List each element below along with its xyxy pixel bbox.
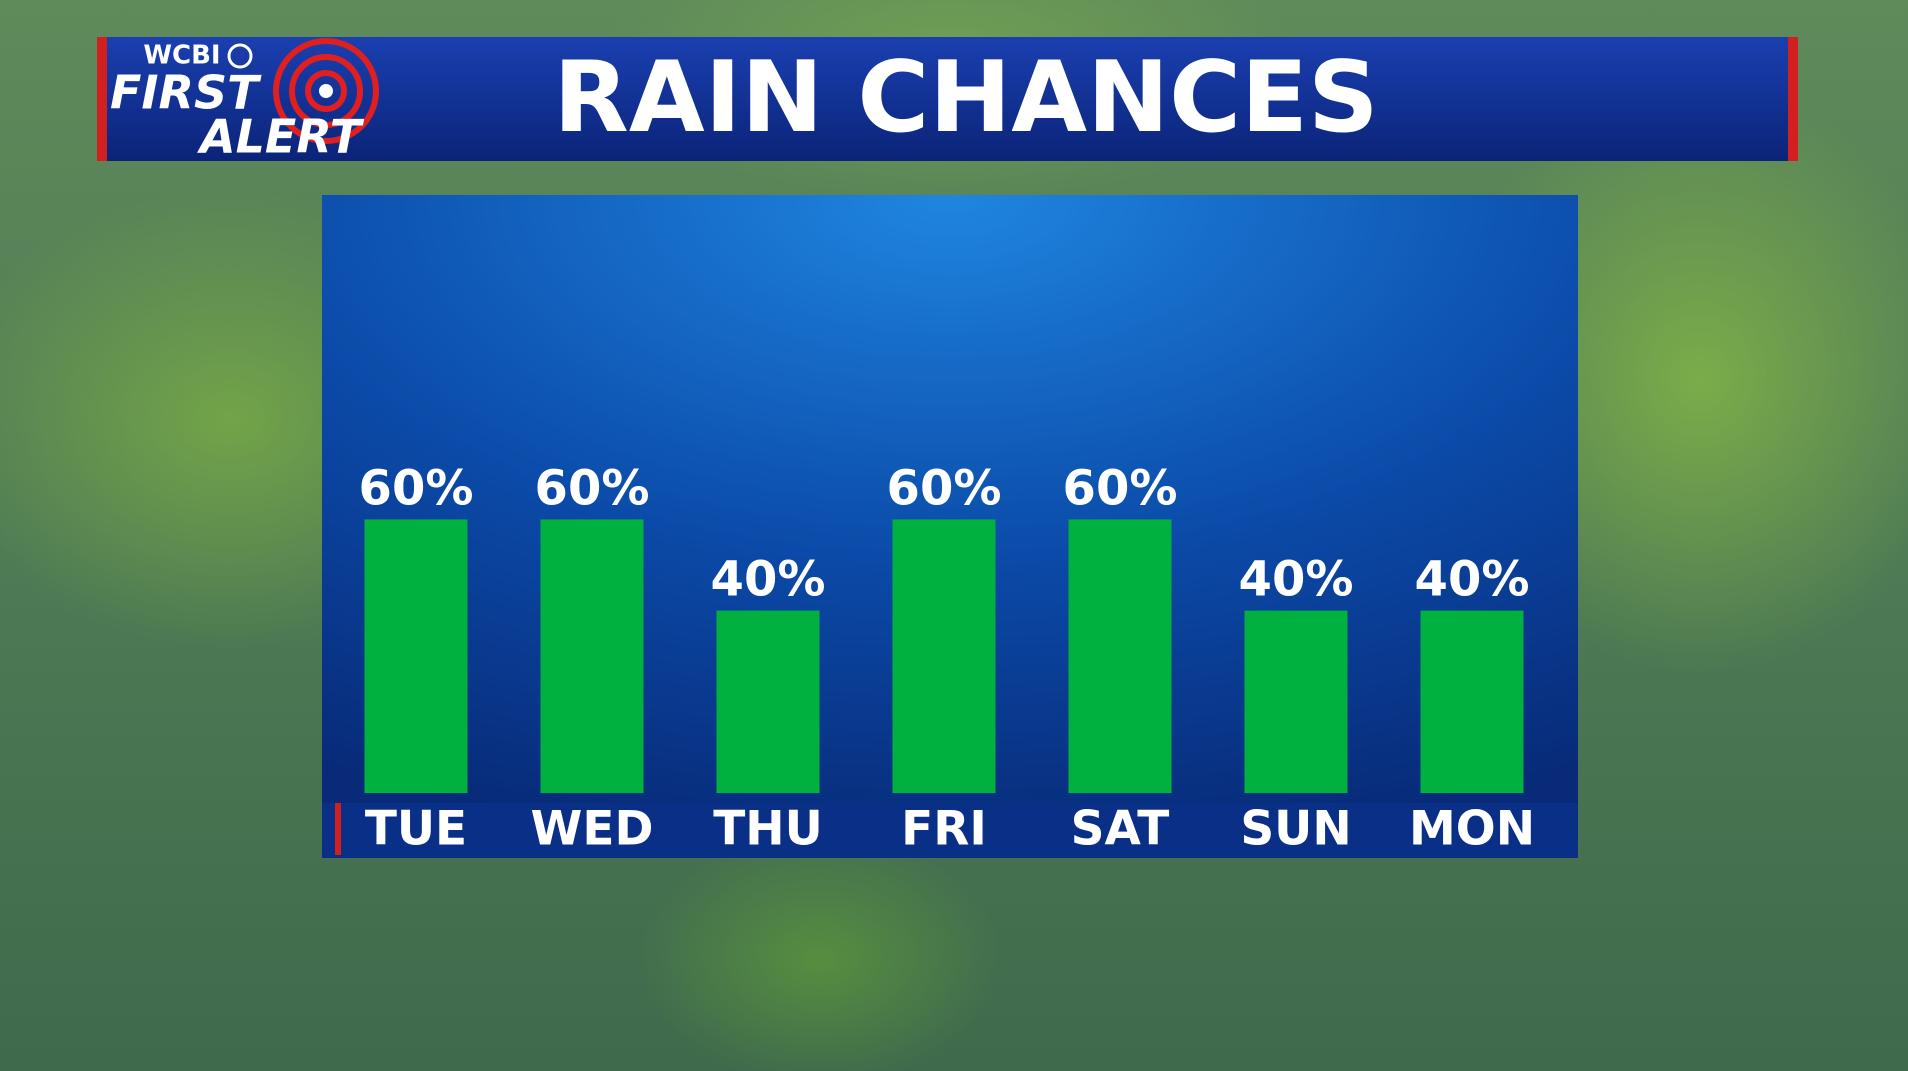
value-label: 40% <box>1239 552 1354 608</box>
bar <box>716 610 820 793</box>
header-bar <box>97 37 1798 161</box>
chart-title: RAIN CHANCES <box>553 41 1378 155</box>
value-label: 40% <box>711 552 826 608</box>
x-tick-label: THU <box>713 802 823 857</box>
logo-station: WCBI <box>143 41 220 71</box>
x-tick-label: SUN <box>1240 802 1351 857</box>
category-strip <box>322 803 1578 858</box>
logo-eye <box>227 43 253 69</box>
x-tick-label: MON <box>1409 802 1535 857</box>
logo-line2: ALERT <box>197 110 365 164</box>
strip-accent <box>335 803 341 855</box>
value-label: 60% <box>359 460 474 516</box>
value-label: 60% <box>887 460 1002 516</box>
logo: WCBI FIRST ALERT <box>110 38 379 164</box>
header-accent <box>97 37 107 161</box>
value-label: 60% <box>1063 460 1178 516</box>
bar <box>1068 519 1172 793</box>
bar <box>1244 610 1348 793</box>
logo-line1: FIRST <box>110 66 262 120</box>
value-label: 40% <box>1415 552 1530 608</box>
header-accent <box>1788 37 1798 161</box>
x-tick-label: SAT <box>1071 802 1170 857</box>
logo-ring <box>273 38 379 144</box>
bar <box>364 519 468 793</box>
x-tick-label: WED <box>531 802 654 857</box>
logo-dot <box>319 84 333 98</box>
bar <box>892 519 996 793</box>
x-tick-label: TUE <box>365 802 467 857</box>
value-label: 60% <box>535 460 650 516</box>
bar <box>540 519 644 793</box>
bar <box>1420 610 1524 793</box>
logo-ring <box>289 54 363 128</box>
logo-ring <box>305 70 347 112</box>
x-tick-label: FRI <box>901 802 987 857</box>
